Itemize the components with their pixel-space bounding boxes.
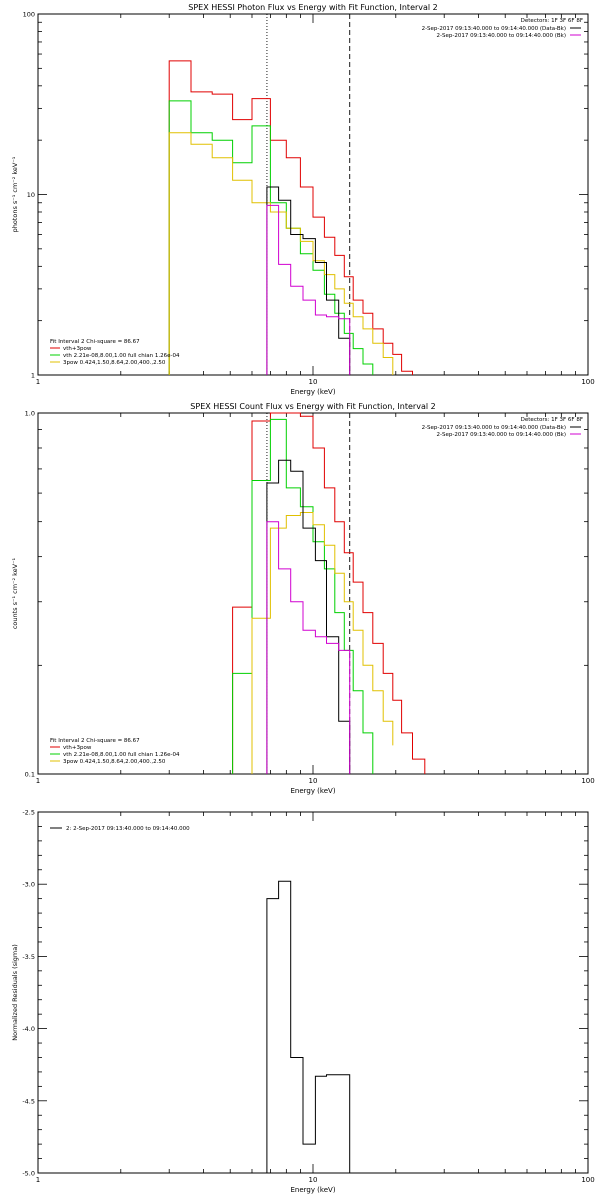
legend-header: Detectors: 1F 3F 6F 8F (521, 18, 583, 24)
fit-info-label: Fit Interval 2 Chi-square = 86.67 (50, 339, 140, 345)
x-tick-label: 1 (36, 378, 40, 386)
plot-frame-3 (37, 811, 589, 1174)
fit-info-label: vth 2.21e-08,8.00,1.00 full chian 1.26e-… (63, 353, 180, 359)
data-series-step-line (232, 412, 426, 774)
y-tick-label: -3.5 (22, 953, 35, 961)
x-tick-label: 100 (581, 1176, 594, 1184)
y-tick-label: 0.1 (25, 771, 35, 779)
fit-info-label: vth+3pow (63, 346, 92, 352)
y-tick-label: 100 (23, 11, 35, 19)
data-series-step-line (266, 880, 351, 1173)
y-tick-label: -5.0 (22, 1170, 35, 1178)
fit-info-label: vth 2.21e-08,8.00,1.00 full chian 1.26e-… (63, 752, 180, 758)
fit-info-label: 3pow 0.424,1.50,8.64,2.00,400.,2.50 (63, 759, 166, 765)
data-series-step-line (266, 186, 351, 375)
x-tick-label: 100 (581, 777, 594, 785)
fit-info-label: vth+3pow (63, 745, 92, 751)
y-tick-label: -4.5 (22, 1097, 35, 1105)
x-tick-label: 10 (309, 1176, 318, 1184)
chart-title: SPEX HESSI Count Flux vs Energy with Fit… (190, 402, 435, 411)
y-tick-label: -4.0 (22, 1025, 35, 1033)
x-axis-label: Energy (keV) (290, 787, 335, 795)
data-series-step-line (266, 459, 351, 774)
y-axis-label: counts s⁻¹ cm⁻² keV⁻¹ (11, 557, 19, 629)
y-tick-label: -2.5 (22, 809, 35, 817)
y-tick-label: 1 (31, 372, 35, 380)
data-series-step-line (232, 418, 374, 774)
x-tick-label: 100 (581, 378, 594, 386)
x-tick-label: 1 (36, 1176, 40, 1184)
data-series-step-line (168, 100, 374, 375)
fit-info-label: Fit Interval 2 Chi-square = 86.67 (50, 738, 140, 744)
x-axis-label: Energy (keV) (290, 388, 335, 396)
fit-info-label: 3pow 0.424,1.50,8.64,2.00,400.,2.50 (63, 360, 166, 366)
data-series-step-line (168, 132, 394, 375)
legend-label: 2-Sep-2017 09:13:40.000 to 09:14:40.000 … (437, 432, 567, 438)
x-axis-label: Energy (keV) (290, 1186, 335, 1194)
data-series-step-line (266, 204, 351, 375)
y-tick-label: 10 (27, 191, 35, 199)
legend-label: 2-Sep-2017 09:13:40.000 to 09:14:40.000 … (422, 26, 566, 32)
legend-header: Detectors: 1F 3F 6F 8F (521, 417, 583, 423)
legend-label: 2: 2-Sep-2017 09:13:40.000 to 09:14:40.0… (66, 826, 190, 832)
y-tick-label: 1.0 (25, 410, 35, 418)
data-series-step-line (168, 60, 413, 375)
plot-frame-2 (37, 412, 589, 775)
x-tick-label: 1 (36, 777, 40, 785)
y-axis-label: Normalized Residuals (sigma) (11, 944, 19, 1041)
data-series-step-line (266, 521, 351, 774)
y-axis-label: photons s⁻¹ cm⁻² keV⁻¹ (11, 156, 19, 232)
legend-label: 2-Sep-2017 09:13:40.000 to 09:14:40.000 … (437, 33, 567, 39)
chart-title: SPEX HESSI Photon Flux vs Energy with Fi… (188, 3, 438, 12)
x-tick-label: 10 (309, 378, 318, 386)
y-tick-label: -3.0 (22, 881, 35, 889)
legend-label: 2-Sep-2017 09:13:40.000 to 09:14:40.000 … (422, 425, 566, 431)
data-series-step-line (251, 512, 394, 774)
x-tick-label: 10 (309, 777, 318, 785)
